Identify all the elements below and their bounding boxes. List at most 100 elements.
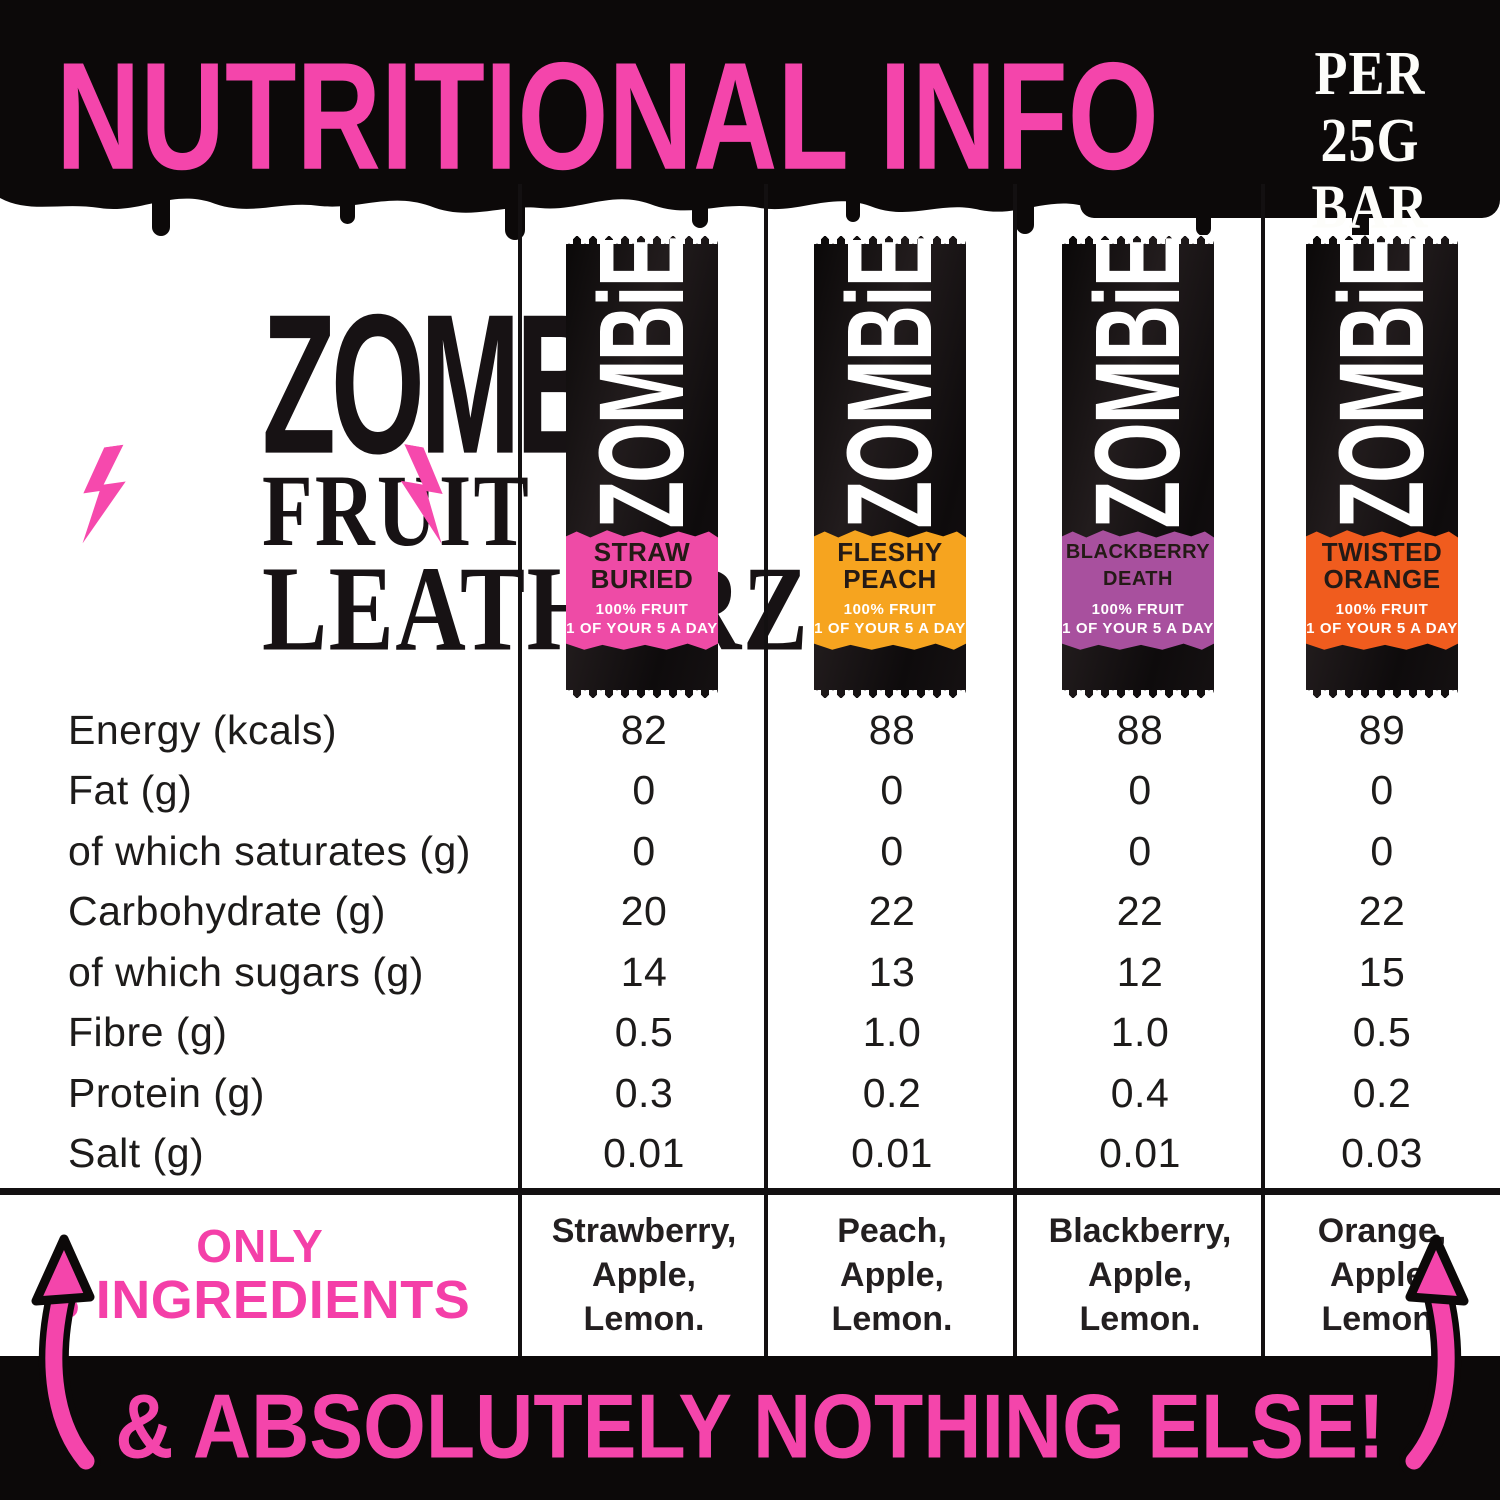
flavor-line: TWISTED (1321, 537, 1443, 567)
cell-value: 12 (1116, 948, 1164, 995)
only-3-ingredients: ONLY 3 INGREDIENTS (0, 1196, 520, 1354)
wrapper-crimp (1305, 690, 1459, 699)
claim-100-fruit: 100% FRUIT (843, 601, 937, 618)
per-bar-line1: PER 25G (1314, 38, 1426, 175)
claim-5-a-day: 1 OF YOUR 5 A DAY (566, 620, 718, 637)
banner-blob (1080, 184, 1500, 218)
cell-value: 0.01 (603, 1130, 685, 1177)
table-row: Fibre (g) 0.5 1.0 1.0 0.5 (0, 1003, 1500, 1064)
claim-100-fruit: 100% FRUIT (1335, 601, 1429, 618)
cell-value: 0 (1370, 827, 1394, 874)
table-row: of which sugars (g) 14 13 12 15 (0, 942, 1500, 1003)
ingredients-straw-buried: Strawberry, Apple, Lemon. (551, 1212, 737, 1338)
product-bar-blackberry-death: ZOMBiE BLACKBERRY DEATH 100% FRUIT 1 OF … (1061, 235, 1215, 699)
flavor-name: FLESHY PEACH (814, 530, 966, 594)
flavor-panel: TWISTED ORANGE 100% FRUIT 1 OF YOUR 5 A … (1306, 530, 1458, 650)
ingredients-row: ONLY 3 INGREDIENTS Strawberry, Apple, Le… (0, 1196, 1500, 1354)
flavor-name: TWISTED ORANGE (1306, 530, 1458, 593)
cell-value: 0 (632, 767, 656, 814)
cell-value: 82 (620, 706, 668, 753)
cell-value: 22 (1358, 888, 1406, 935)
cell-value: 88 (1116, 706, 1164, 753)
flavor-panel: BLACKBERRY DEATH 100% FRUIT 1 OF YOUR 5 … (1062, 530, 1214, 650)
table-row: Energy (kcals) 82 88 88 89 (0, 700, 1500, 761)
drip-drop (846, 200, 860, 222)
product-bar-twisted-orange: ZOMBiE TWISTED ORANGE 100% FRUIT 1 OF YO… (1305, 235, 1459, 699)
ingredients-divider (0, 1188, 1500, 1195)
product-bar-fleshy-peach: ZOMBiE FLESHY PEACH 100% FRUIT 1 OF YOUR… (813, 235, 967, 699)
cell-value: 15 (1358, 948, 1406, 995)
up-arrow-left-icon (31, 1234, 101, 1473)
cell-value: 0.2 (1352, 1069, 1412, 1116)
row-label: of which sugars (g) (68, 948, 424, 995)
table-row: of which saturates (g) 0 0 0 0 (0, 821, 1500, 882)
lightning-bolt-icon (400, 443, 443, 545)
cell-value: 0.4 (1110, 1069, 1170, 1116)
column-divider (764, 184, 768, 1358)
claims: 100% FRUIT 1 OF YOUR 5 A DAY (814, 600, 966, 638)
cell-value: 0.3 (614, 1069, 674, 1116)
cell-value: 22 (868, 888, 916, 935)
cell-value: 89 (1358, 706, 1406, 753)
wrapper-crimp (1061, 235, 1215, 244)
wrapper-brand-text: ZOMBiE (821, 237, 958, 529)
cell-value: 0.5 (1352, 1009, 1412, 1056)
cell-value: 0 (1128, 827, 1152, 874)
row-label: Energy (kcals) (68, 706, 338, 753)
lightning-bolt-icon (82, 444, 126, 544)
ingredients-twisted-orange: Orange, Apple, Lemon. (1317, 1212, 1447, 1338)
cell-value: 22 (1116, 888, 1164, 935)
row-label: Carbohydrate (g) (68, 888, 386, 935)
wrapper-brand-text: ZOMBiE (573, 237, 710, 529)
only-text: ONLY (196, 1220, 324, 1272)
flavor-line: PEACH (843, 564, 937, 594)
cell-value: 0.5 (614, 1009, 674, 1056)
claim-100-fruit: 100% FRUIT (595, 601, 689, 618)
cell-value: 88 (868, 706, 916, 753)
claim-5-a-day: 1 OF YOUR 5 A DAY (1062, 620, 1214, 637)
wrapper-crimp (813, 235, 967, 244)
claim-5-a-day: 1 OF YOUR 5 A DAY (814, 620, 966, 637)
wrapper-crimp (565, 690, 719, 699)
flavor-name: BLACKBERRY DEATH (1062, 530, 1214, 593)
cell-value: 0 (880, 767, 904, 814)
cell-value: 0.03 (1341, 1130, 1423, 1177)
flavor-line: FLESHY (837, 537, 943, 567)
nothing-else-text: & ABSOLUTELY NOTHING ELSE! (115, 1375, 1385, 1477)
drip-drop (692, 198, 708, 228)
cell-value: 20 (620, 888, 668, 935)
cell-value: 14 (620, 948, 668, 995)
cell-value: 0 (632, 827, 656, 874)
table-row: Salt (g) 0.01 0.01 0.01 0.03 (0, 1124, 1500, 1185)
column-divider (518, 184, 522, 1358)
top-banner (0, 0, 1500, 186)
flavor-line: BURIED (590, 564, 694, 594)
column-divider (1261, 184, 1265, 1358)
column-divider (1013, 184, 1017, 1358)
drip-drop (1016, 196, 1034, 234)
nutrition-table: Energy (kcals) 82 88 88 89 Fat (g) 0 0 0… (0, 700, 1500, 1184)
cell-value: 13 (868, 948, 916, 995)
up-arrow-right-icon (1399, 1234, 1469, 1473)
product-bar-straw-buried: ZOMBiE STRAW BURIED 100% FRUIT 1 OF YOUR… (565, 235, 719, 699)
wrapper-brand-text: ZOMBiE (1313, 237, 1450, 529)
flavor-line: BLACKBERRY (1065, 541, 1211, 563)
cell-value: 0 (880, 827, 904, 874)
bottom-banner (0, 1356, 1500, 1500)
page-title: NUTRITIONAL INFO (56, 30, 1159, 202)
cell-value: 0 (1128, 767, 1152, 814)
drip-drop (1196, 210, 1211, 236)
claim-100-fruit: 100% FRUIT (1091, 601, 1185, 618)
drip-drop (340, 198, 355, 224)
cell-value: 0 (1370, 767, 1394, 814)
row-label: Fat (g) (68, 767, 193, 814)
claims: 100% FRUIT 1 OF YOUR 5 A DAY (566, 600, 718, 638)
row-label: Protein (g) (68, 1069, 265, 1116)
cell-value: 1.0 (1110, 1009, 1170, 1056)
per-bar-line2: BAR (1311, 172, 1429, 242)
three-ingredients-text: 3 INGREDIENTS (49, 1270, 471, 1330)
row-label: Fibre (g) (68, 1009, 228, 1056)
ingredients-blackberry-death: Blackberry, Apple, Lemon. (1048, 1212, 1232, 1338)
flavor-line: STRAW (593, 537, 691, 567)
